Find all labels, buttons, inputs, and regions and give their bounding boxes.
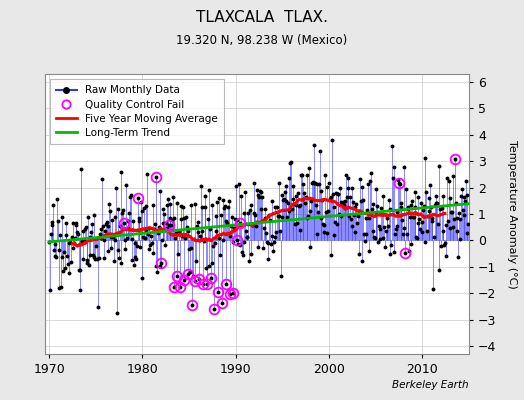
Text: 19.320 N, 98.238 W (Mexico): 19.320 N, 98.238 W (Mexico) xyxy=(177,34,347,47)
Text: TLAXCALA  TLAX.: TLAXCALA TLAX. xyxy=(196,10,328,25)
Legend: Raw Monthly Data, Quality Control Fail, Five Year Moving Average, Long-Term Tren: Raw Monthly Data, Quality Control Fail, … xyxy=(50,79,224,144)
Y-axis label: Temperature Anomaly (°C): Temperature Anomaly (°C) xyxy=(507,140,517,288)
Text: Berkeley Earth: Berkeley Earth xyxy=(392,380,469,390)
